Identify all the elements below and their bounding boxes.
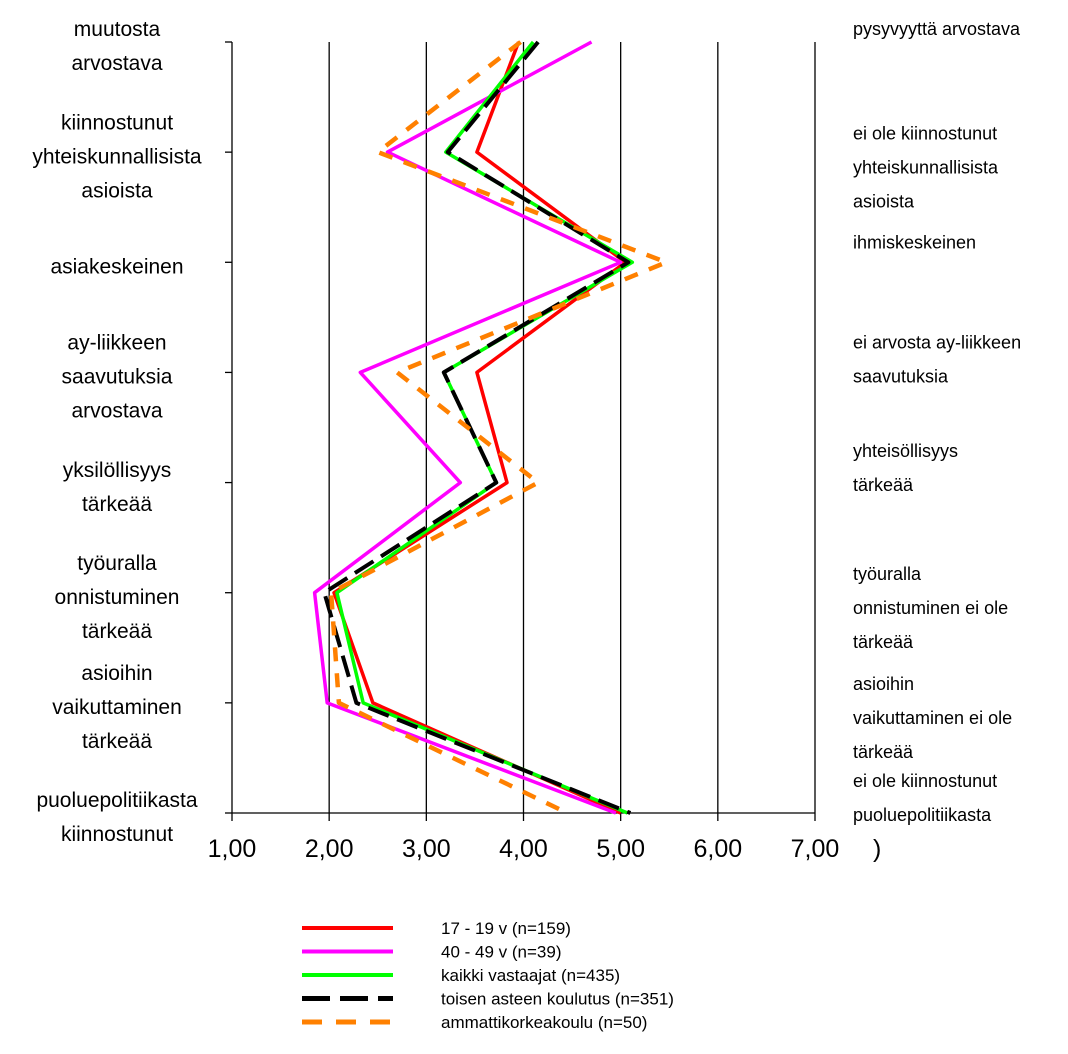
right-label-8-line: puoluepolitiikasta bbox=[853, 805, 992, 825]
left-label-4: ay-liikkeen saavutuksia arvostava bbox=[62, 332, 173, 423]
legend-label-5: ammattikorkeakoulu (n=50) bbox=[441, 1013, 647, 1032]
left-label-2-line: kiinnostunut bbox=[61, 111, 173, 134]
left-label-2-line: yhteiskunnallisista bbox=[32, 145, 202, 168]
right-label-7: asioihin vaikuttaminen ei ole tärkeää bbox=[853, 674, 1012, 762]
left-label-2-line: asioista bbox=[81, 179, 153, 202]
left-label-4-line: ay-liikkeen bbox=[67, 332, 166, 355]
series-line-2 bbox=[312, 40, 623, 815]
left-label-8-line: kiinnostunut bbox=[61, 823, 173, 846]
left-labels: muutosta arvostava kiinnostunut yhteiskunna… bbox=[32, 18, 202, 846]
legend-label-2: 40 - 49 v (n=39) bbox=[441, 943, 562, 962]
right-label-5: yhteisöllisyys tärkeää bbox=[853, 441, 958, 495]
x-tick-label: 3,00 bbox=[402, 835, 451, 863]
left-label-4-line: saavutuksia bbox=[62, 366, 173, 389]
legend-label-4: toisen asteen koulutus (n=351) bbox=[441, 990, 674, 1009]
axes bbox=[225, 41, 816, 821]
right-label-6: työuralla onnistuminen ei ole tärkeää bbox=[853, 564, 1008, 652]
legend-label-1: 17 - 19 v (n=159) bbox=[441, 919, 571, 938]
right-label-8: ei ole kiinnostunut puoluepolitiikasta bbox=[853, 771, 997, 825]
left-label-6: työuralla onnistuminen tärkeää bbox=[55, 552, 180, 643]
right-label-7-line: tärkeää bbox=[853, 742, 914, 762]
right-label-2-line: ei ole kiinnostunut bbox=[853, 123, 997, 143]
left-label-7-line: vaikuttaminen bbox=[52, 696, 182, 719]
right-label-2: ei ole kiinnostunut yhteiskunnallisista as… bbox=[853, 123, 999, 211]
right-label-8-line: ei ole kiinnostunut bbox=[853, 771, 997, 791]
right-label-4-line: saavutuksia bbox=[853, 367, 949, 387]
x-tick-label: 4,00 bbox=[499, 835, 548, 863]
x-tick-label: 1,00 bbox=[208, 835, 257, 863]
right-labels: pysyvyyttä arvostava ei ole kiinnostunut y… bbox=[853, 19, 1021, 825]
left-label-1-line: muutosta bbox=[74, 18, 161, 41]
legend: 17 - 19 v (n=159) 40 - 49 v (n=39) kaikki … bbox=[302, 919, 674, 1032]
right-label-1-line: pysyvyyttä arvostava bbox=[853, 19, 1021, 39]
right-label-3-line: ihmiskeskeinen bbox=[853, 233, 976, 253]
left-label-3-line: asiakeskeinen bbox=[50, 256, 183, 279]
right-label-6-line: onnistuminen ei ole bbox=[853, 598, 1008, 618]
left-label-1-line: arvostava bbox=[71, 52, 162, 75]
left-label-7-line: tärkeää bbox=[82, 730, 152, 753]
right-label-5-line: tärkeää bbox=[853, 475, 914, 495]
left-label-4-line: arvostava bbox=[71, 400, 162, 423]
right-label-2-line: yhteiskunnallisista bbox=[853, 157, 999, 177]
left-label-3: asiakeskeinen bbox=[50, 256, 183, 279]
series-line-5 bbox=[328, 40, 669, 816]
legend-label-3: kaikki vastaajat (n=435) bbox=[441, 966, 620, 985]
left-label-2: kiinnostunut yhteiskunnallisista asioista bbox=[32, 111, 202, 202]
right-label-7-line: vaikuttaminen ei ole bbox=[853, 708, 1012, 728]
left-label-8-line: puoluepolitiikasta bbox=[36, 789, 197, 812]
left-label-7: asioihin vaikuttaminen tärkeää bbox=[52, 662, 182, 753]
right-label-6-line: työuralla bbox=[853, 564, 922, 584]
right-label-5-line: yhteisöllisyys bbox=[853, 441, 958, 461]
series-lines bbox=[312, 40, 669, 816]
left-label-5: yksilöllisyys tärkeää bbox=[63, 459, 172, 516]
left-label-8: puoluepolitiikasta kiinnostunut bbox=[36, 789, 197, 846]
x-tick-label: 6,00 bbox=[693, 835, 742, 863]
series-line-1 bbox=[332, 41, 628, 815]
x-tick-labels: 1,00 2,00 3,00 4,00 5,00 6,00 7,00) bbox=[208, 835, 882, 863]
right-label-7-line: asioihin bbox=[853, 674, 914, 694]
left-label-6-line: onnistuminen bbox=[55, 586, 180, 609]
x-tick-label: 2,00 bbox=[305, 835, 354, 863]
right-label-2-line: asioista bbox=[853, 191, 915, 211]
right-label-4-line: ei arvosta ay-liikkeen bbox=[853, 333, 1021, 353]
x-tick-label: 7,00 bbox=[791, 835, 840, 863]
right-label-3: ihmiskeskeinen bbox=[853, 233, 976, 253]
right-label-6-line: tärkeää bbox=[853, 632, 914, 652]
left-label-5-line: yksilöllisyys bbox=[63, 459, 172, 482]
x-tick-stray-mark: ) bbox=[873, 835, 881, 863]
left-label-6-line: tärkeää bbox=[82, 620, 152, 643]
left-label-5-line: tärkeää bbox=[82, 493, 152, 516]
right-label-4: ei arvosta ay-liikkeen saavutuksia bbox=[853, 333, 1021, 387]
left-label-1: muutosta arvostava bbox=[71, 18, 162, 75]
x-tick-label: 5,00 bbox=[596, 835, 645, 863]
left-label-6-line: työuralla bbox=[77, 552, 157, 575]
left-label-7-line: asioihin bbox=[81, 662, 152, 685]
right-label-1: pysyvyyttä arvostava bbox=[853, 19, 1021, 39]
